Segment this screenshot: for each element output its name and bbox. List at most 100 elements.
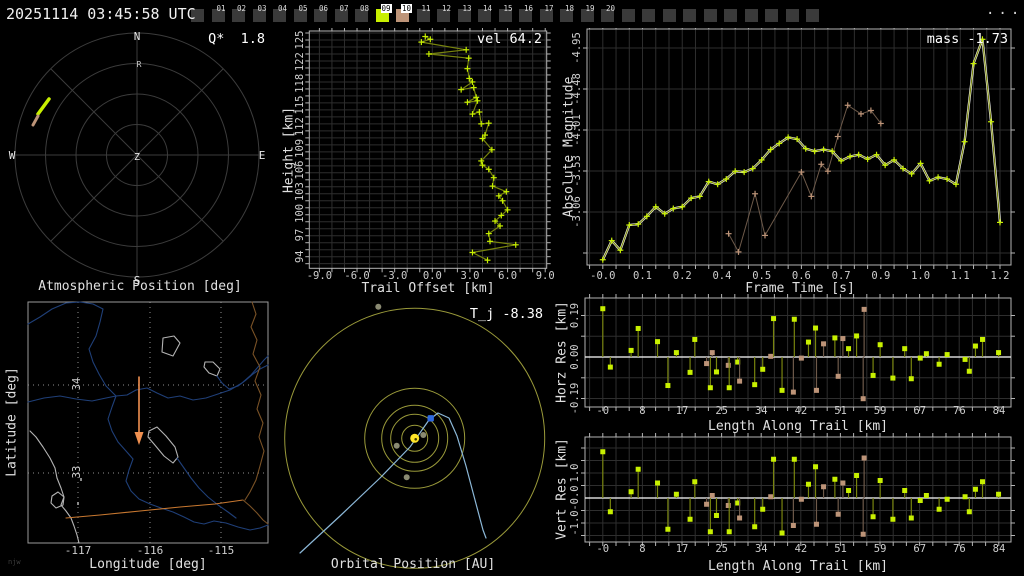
lightcurve-ylabel: Absolute Magnitude bbox=[561, 76, 577, 218]
watermark: njw bbox=[8, 558, 21, 566]
svg-text:Z: Z bbox=[134, 152, 140, 163]
svg-text:67: 67 bbox=[913, 405, 926, 417]
frame-thumb[interactable] bbox=[662, 9, 676, 22]
svg-text:-4.95: -4.95 bbox=[571, 32, 583, 64]
frame-thumb-14[interactable]: 14 bbox=[478, 4, 492, 22]
svg-text:R: R bbox=[137, 60, 142, 69]
svg-text:0.1: 0.1 bbox=[633, 270, 652, 282]
trail-offset-plot: -9.0 -6.0 -3.0 0.0 3.0 6.0 9.0 125 122 118 115 112 1… bbox=[294, 27, 555, 282]
frame-thumb[interactable] bbox=[765, 9, 778, 22]
svg-text:N: N bbox=[134, 30, 141, 43]
frame-thumb-12[interactable]: 12 bbox=[437, 4, 451, 22]
frame-thumb[interactable] bbox=[724, 9, 737, 22]
svg-text:106: 106 bbox=[294, 161, 306, 180]
frame-thumb-01[interactable]: 01 bbox=[211, 4, 226, 22]
svg-text:0.6: 0.6 bbox=[792, 270, 811, 282]
menu-dots-icon[interactable]: ... bbox=[986, 2, 1024, 18]
frame-thumb-07[interactable]: 07 bbox=[334, 4, 349, 22]
svg-text:1.2: 1.2 bbox=[991, 270, 1010, 282]
svg-text:9.0: 9.0 bbox=[536, 270, 555, 282]
frame-thumb-label: 11 bbox=[421, 4, 431, 13]
svg-text:103: 103 bbox=[294, 182, 306, 201]
frame-thumb-08[interactable]: 08 bbox=[355, 4, 369, 22]
svg-text:115: 115 bbox=[294, 96, 306, 115]
svg-text:34: 34 bbox=[755, 405, 768, 417]
lightcurve-plot: -0.0 0.1 0.2 0.4 0.5 0.6 0.7 0.9 1.0 1.1 1.2 -4.95 -… bbox=[571, 25, 1015, 282]
frame-thumb-05[interactable]: 05 bbox=[293, 4, 308, 22]
frame-thumb[interactable] bbox=[642, 9, 655, 22]
frame-thumb-09[interactable]: 09 bbox=[375, 4, 392, 22]
frame-thumb-17[interactable]: 17 bbox=[539, 4, 554, 22]
frame-thumb-label: 20 bbox=[606, 4, 616, 13]
svg-text:42: 42 bbox=[795, 405, 808, 417]
frame-thumb-label: 09 bbox=[380, 4, 392, 13]
frame-thumb-label: 06 bbox=[319, 4, 329, 13]
tisserand-value: T_j -8.38 bbox=[469, 306, 543, 322]
frame-thumb-label: 19 bbox=[585, 4, 595, 13]
svg-text:-4.01: -4.01 bbox=[571, 114, 583, 146]
svg-text:84: 84 bbox=[993, 405, 1006, 417]
frame-thumb-04[interactable]: 04 bbox=[273, 4, 287, 22]
frame-thumb[interactable] bbox=[806, 9, 819, 22]
svg-text:67: 67 bbox=[913, 543, 926, 555]
frame-thumb-20[interactable]: 20 bbox=[601, 4, 615, 22]
svg-text:-9.0: -9.0 bbox=[307, 270, 332, 282]
frame-thumb[interactable] bbox=[191, 9, 204, 22]
frame-thumb-label: 14 bbox=[483, 4, 493, 13]
frame-thumb-label: 07 bbox=[339, 4, 349, 13]
frame-thumb-16[interactable]: 16 bbox=[519, 4, 533, 22]
frame-thumb[interactable] bbox=[744, 9, 758, 22]
svg-text:76: 76 bbox=[953, 543, 966, 555]
frame-thumb-label: 16 bbox=[524, 4, 534, 13]
orbit-panel bbox=[284, 303, 546, 569]
svg-text:118: 118 bbox=[294, 74, 306, 93]
svg-text:0.4: 0.4 bbox=[712, 270, 731, 282]
svg-text:S: S bbox=[134, 274, 141, 287]
svg-text:122: 122 bbox=[294, 52, 306, 71]
svg-text:-115: -115 bbox=[208, 544, 235, 557]
mass-value: mass -1.73 bbox=[926, 31, 1008, 47]
svg-text:-0.0: -0.0 bbox=[569, 485, 581, 510]
map-xlabel: Longitude [deg] bbox=[89, 557, 207, 572]
frame-thumb-02[interactable]: 02 bbox=[232, 4, 246, 22]
svg-text:-116: -116 bbox=[137, 544, 164, 557]
frame-thumb-11[interactable]: 11 bbox=[416, 4, 431, 22]
svg-text:-117: -117 bbox=[65, 544, 92, 557]
polar-panel: N S W E Z R bbox=[9, 30, 266, 287]
map-ylabel: Latitude [deg] bbox=[4, 367, 20, 477]
svg-text:-0: -0 bbox=[596, 405, 609, 417]
frame-thumb-19[interactable]: 19 bbox=[580, 4, 595, 22]
svg-text:97: 97 bbox=[294, 229, 306, 242]
svg-text:25: 25 bbox=[715, 543, 728, 555]
svg-text:100: 100 bbox=[294, 204, 306, 223]
frame-thumb-06[interactable]: 06 bbox=[314, 4, 328, 22]
frame-thumb-15[interactable]: 15 bbox=[498, 4, 513, 22]
frame-thumb-label: 13 bbox=[462, 4, 472, 13]
frame-thumb[interactable] bbox=[683, 9, 696, 22]
frame-thumb[interactable] bbox=[621, 9, 635, 22]
frame-thumb-label: 17 bbox=[544, 4, 554, 13]
svg-text:-6.0: -6.0 bbox=[344, 270, 369, 282]
frame-thumb-13[interactable]: 13 bbox=[457, 4, 472, 22]
svg-text:125: 125 bbox=[294, 31, 306, 50]
orbit-caption: Orbital Position [AU] bbox=[330, 557, 496, 572]
frame-thumb-label: 10 bbox=[401, 4, 413, 13]
frame-thumb-label: 18 bbox=[565, 4, 575, 13]
trail-ylabel: Height [km] bbox=[281, 106, 297, 194]
frame-thumb-10[interactable]: 10 bbox=[396, 4, 413, 22]
frame-thumb-18[interactable]: 18 bbox=[560, 4, 574, 22]
frame-thumb[interactable] bbox=[703, 9, 717, 22]
svg-text:51: 51 bbox=[834, 543, 847, 555]
frame-thumb-03[interactable]: 03 bbox=[252, 4, 267, 22]
svg-text:112: 112 bbox=[294, 117, 306, 136]
svg-text:8: 8 bbox=[639, 405, 645, 417]
svg-text:3.0: 3.0 bbox=[460, 270, 479, 282]
svg-text:42: 42 bbox=[795, 543, 808, 555]
svg-text:76: 76 bbox=[953, 405, 966, 417]
q-reserve-value: Q* 1.8 bbox=[208, 31, 265, 47]
frame-thumb-label: 05 bbox=[298, 4, 308, 13]
svg-text:0.19: 0.19 bbox=[569, 303, 581, 328]
frame-thumb[interactable] bbox=[785, 9, 799, 22]
vert-res-ylabel: Vert Res [km] bbox=[554, 438, 570, 540]
